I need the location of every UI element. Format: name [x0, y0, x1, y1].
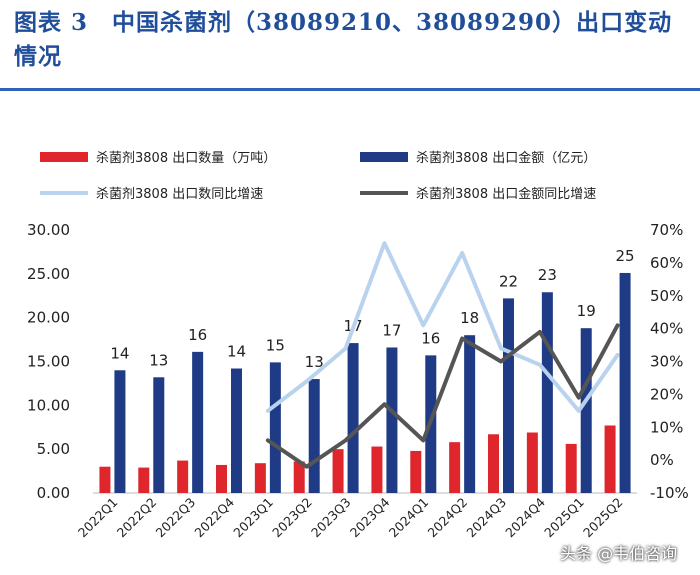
amt-data-label: 15 [266, 336, 285, 354]
legend-qty-swatch [40, 151, 88, 162]
legend-qty: 杀菌剂3808 出口数量（万吨） [40, 147, 276, 166]
qty-bar [449, 442, 461, 493]
amt-data-label: 13 [305, 353, 324, 371]
y-left-tick-label: 0.00 [37, 484, 70, 502]
legend-amt-yoy-swatch [360, 190, 408, 195]
y-right-tick-label: 10% [650, 418, 683, 436]
y-left-tick-label: 20.00 [27, 309, 70, 327]
amt-bar [541, 292, 553, 493]
qty-bar [332, 449, 344, 493]
amt-bar [269, 362, 281, 493]
amt-bar [114, 370, 126, 493]
legend-amt-swatch [360, 151, 408, 162]
qty-bar [604, 425, 616, 493]
amt-bar [231, 368, 242, 493]
qty-bar [254, 463, 266, 493]
qty-bar [293, 461, 305, 493]
qty-bar [216, 464, 227, 493]
watermark: 头条 @韦伯咨询 [560, 544, 678, 563]
amt-data-label: 14 [110, 344, 129, 362]
category-label: 2024Q1 [386, 495, 432, 541]
qty-bar [410, 450, 422, 493]
amt-data-label: 22 [499, 272, 518, 290]
amt-yoy-line [265, 323, 620, 469]
amt-data-label: 16 [421, 329, 440, 347]
category-label: 2024Q2 [425, 495, 471, 541]
y-right-tick-label: -10% [650, 484, 689, 502]
category-label: 2024Q4 [502, 494, 548, 540]
amt-bar [464, 335, 476, 493]
amt-bar [619, 272, 631, 493]
y-right-tick-label: 50% [650, 287, 683, 305]
amt-bar [503, 298, 514, 493]
y-right-tick-label: 70% [650, 221, 683, 239]
category-label: 2024Q3 [463, 495, 509, 541]
amt-bar [192, 351, 204, 493]
qty-bar [488, 434, 499, 493]
amt-data-label: 18 [460, 309, 479, 327]
legend-amt: 杀菌剂3808 出口金额（亿元） [360, 147, 596, 166]
legend-amt-label: 杀菌剂3808 出口金额（亿元） [416, 151, 597, 166]
legend-amt-yoy: 杀菌剂3808 出口金额同比增速 [360, 183, 596, 202]
y-right-tick-label: 60% [650, 254, 683, 272]
qty-bar [565, 443, 577, 493]
category-label: 2025Q1 [541, 495, 587, 541]
amt-bar [580, 328, 592, 493]
y-right-tick-label: 40% [650, 320, 683, 338]
category-label: 2023Q4 [347, 494, 393, 540]
amt-data-label: 23 [538, 266, 557, 284]
category-label: 2023Q3 [308, 495, 354, 541]
category-label: 2022Q4 [191, 494, 237, 540]
qty-bar [138, 467, 150, 493]
amt-data-label: 25 [616, 247, 635, 265]
category-label: 2022Q2 [114, 495, 160, 541]
y-left-tick-label: 15.00 [27, 353, 70, 371]
category-label: 2023Q1 [230, 495, 276, 541]
amt-bar [347, 343, 359, 493]
qty-yoy-line [265, 241, 620, 413]
legend-amt-yoy-label: 杀菌剂3808 出口金额同比增速 [416, 187, 597, 202]
amt-bar [386, 347, 398, 493]
category-label: 2022Q3 [153, 495, 199, 541]
title-divider [0, 88, 700, 91]
amt-bar [153, 377, 165, 493]
y-left-tick-label: 30.00 [27, 221, 70, 239]
chart-title: 图表 3 中国杀菌剂（38089210、38089290）出口变动情况 [14, 9, 673, 70]
qty-bar [177, 460, 189, 493]
y-left-tick-label: 25.00 [27, 265, 70, 283]
qty-bar [371, 446, 383, 493]
legend-qty-yoy-swatch [40, 190, 88, 195]
category-label: 2022Q1 [75, 495, 121, 541]
y-left-tick-label: 10.00 [27, 396, 70, 414]
legend-qty-label: 杀菌剂3808 出口数量（万吨） [96, 151, 277, 166]
amt-data-label: 17 [382, 321, 401, 339]
amt-data-label: 16 [188, 326, 207, 344]
y-right-tick-label: 20% [650, 385, 683, 403]
category-label: 2023Q2 [269, 495, 315, 541]
qty-bar [99, 466, 111, 493]
amt-data-label: 19 [577, 302, 596, 320]
category-label: 2025Q2 [580, 495, 626, 541]
amt-bar [308, 379, 320, 493]
y-right-tick-label: 30% [650, 353, 683, 371]
qty-bar [526, 432, 538, 493]
y-right-tick-label: 0% [650, 451, 674, 469]
amt-data-label: 13 [149, 351, 168, 369]
y-left-tick-label: 5.00 [37, 440, 70, 458]
legend-qty-yoy-label: 杀菌剂3808 出口数同比增速 [96, 187, 264, 202]
amt-data-label: 14 [227, 343, 246, 361]
legend-qty-yoy: 杀菌剂3808 出口数同比增速 [40, 183, 263, 202]
